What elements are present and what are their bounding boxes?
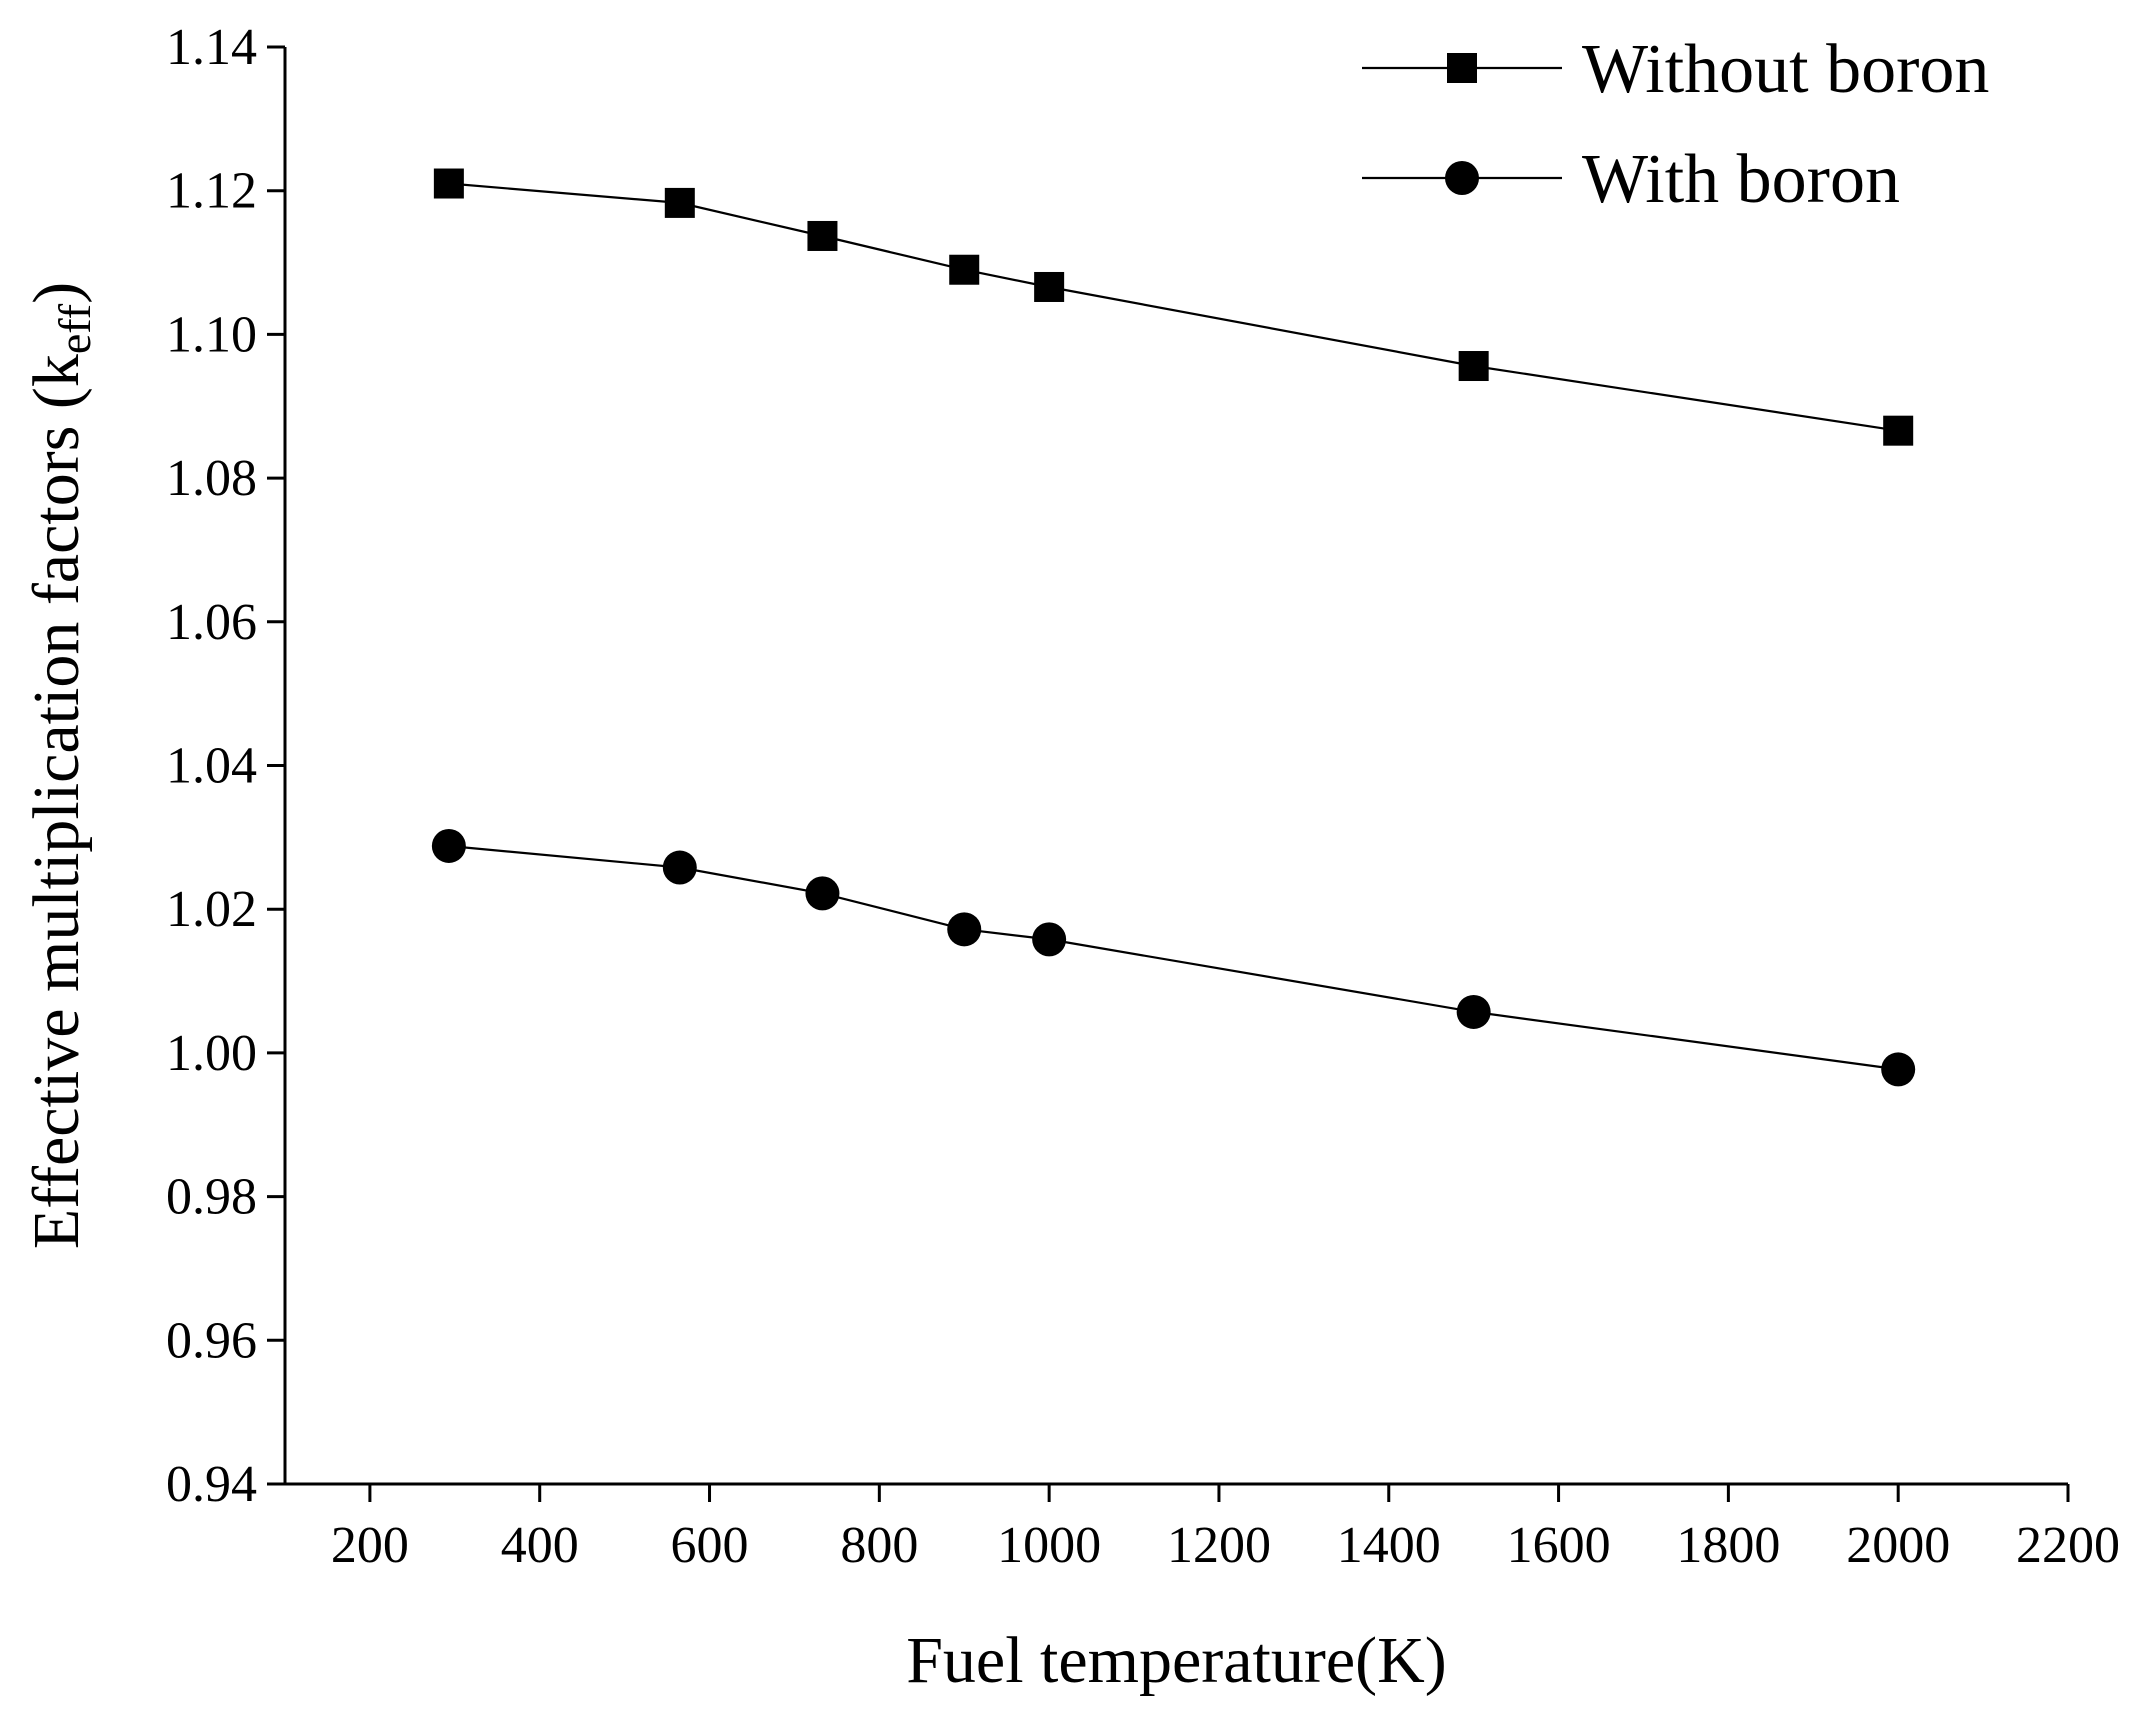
data-point-square bbox=[664, 187, 695, 218]
y-tick-label: 1.14 bbox=[166, 19, 257, 76]
series-line bbox=[448, 182, 1899, 432]
data-point-square bbox=[1034, 271, 1065, 302]
x-tick-label: 1800 bbox=[1676, 1517, 1780, 1574]
x-tick-label: 200 bbox=[331, 1517, 409, 1574]
data-point-circle bbox=[431, 828, 466, 863]
series-with-boron bbox=[431, 828, 1916, 1087]
legend-marker-circle bbox=[1445, 161, 1479, 195]
data-point-circle bbox=[1032, 922, 1067, 957]
legend: Without boron With boron bbox=[1362, 31, 1989, 218]
legend-label: With boron bbox=[1582, 141, 1900, 218]
data-point-circle bbox=[1456, 994, 1491, 1029]
x-tick-label: 400 bbox=[501, 1517, 579, 1574]
y-axis-title-suffix: ) bbox=[20, 282, 93, 304]
legend-entry: Without boron bbox=[1362, 31, 1989, 108]
x-axis-title: Fuel temperature(K) bbox=[906, 1624, 1447, 1697]
data-point-circle bbox=[947, 912, 982, 947]
x-tick-label: 1400 bbox=[1337, 1517, 1441, 1574]
y-tick-label: 0.94 bbox=[166, 1456, 257, 1513]
y-tick-label: 0.96 bbox=[166, 1312, 257, 1369]
y-tick-label: 1.08 bbox=[166, 450, 257, 507]
x-tick-label: 1200 bbox=[1167, 1517, 1271, 1574]
data-point-circle bbox=[1881, 1052, 1916, 1087]
series-layer bbox=[431, 168, 1916, 1087]
legend-label: Without boron bbox=[1582, 31, 1989, 108]
y-axis-title: Effective multiplication factors (keff) bbox=[20, 282, 100, 1249]
series-without-boron bbox=[433, 168, 1914, 446]
y-axis-title-prefix: Effective multiplication factors (k bbox=[20, 354, 93, 1249]
data-point-circle bbox=[805, 876, 840, 911]
y-tick-label: 1.06 bbox=[166, 594, 257, 651]
y-tick-label: 1.00 bbox=[166, 1025, 257, 1082]
y-tick-label: 1.10 bbox=[166, 306, 257, 363]
x-tick-label: 2200 bbox=[2016, 1517, 2120, 1574]
series-line bbox=[448, 844, 1899, 1071]
x-tick-label: 1600 bbox=[1507, 1517, 1611, 1574]
x-tick-label: 1000 bbox=[997, 1517, 1101, 1574]
data-point-square bbox=[807, 220, 838, 251]
y-tick-label: 1.02 bbox=[166, 881, 257, 938]
data-point-square bbox=[433, 168, 464, 199]
y-tick-label: 1.12 bbox=[166, 163, 257, 220]
y-tick-label: 0.98 bbox=[166, 1169, 257, 1226]
x-ticks: 200 400 600 800 1000 1200 1400 1600 1800 2000 2200 bbox=[331, 1484, 2120, 1574]
y-tick-label: 1.04 bbox=[166, 738, 257, 795]
data-point-square bbox=[949, 254, 980, 285]
legend-marker-square bbox=[1447, 53, 1477, 83]
x-tick-label: 800 bbox=[840, 1517, 918, 1574]
legend-entry: With boron bbox=[1362, 141, 1900, 218]
data-point-square bbox=[1883, 415, 1914, 446]
data-point-circle bbox=[662, 850, 697, 885]
x-tick-label: 2000 bbox=[1846, 1517, 1950, 1574]
axes bbox=[283, 47, 2068, 1486]
data-point-square bbox=[1458, 351, 1489, 382]
x-tick-label: 600 bbox=[671, 1517, 749, 1574]
y-ticks: 0.94 0.96 0.98 1.00 1.02 1.04 1.06 1.08 1.10 1.12… bbox=[166, 19, 285, 1513]
y-axis-title-subscript: eff bbox=[49, 303, 100, 354]
